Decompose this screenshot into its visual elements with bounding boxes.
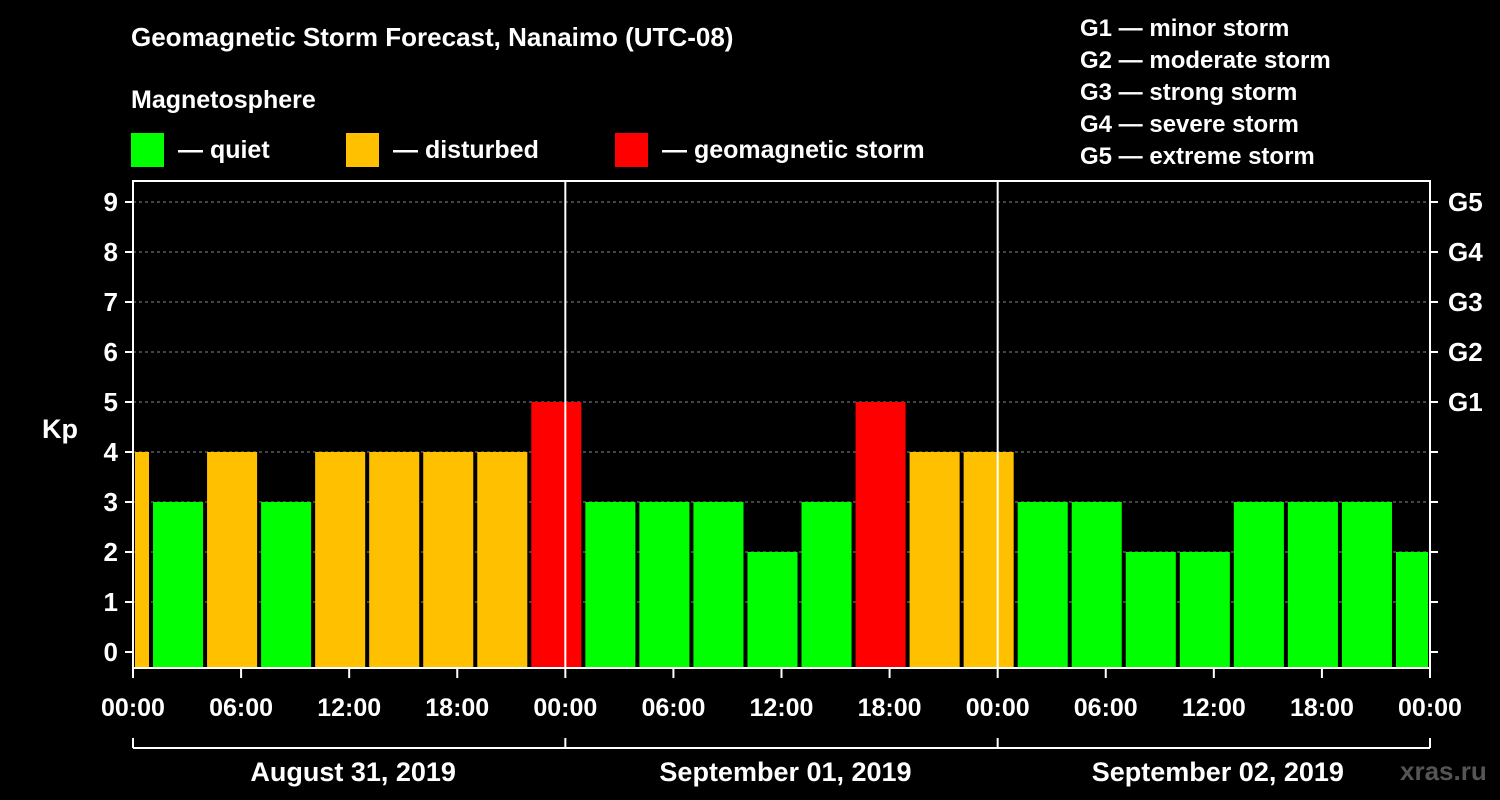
right-axis-label: G4: [1448, 237, 1483, 267]
right-axis-label: G5: [1448, 187, 1483, 217]
legend-item-disturbed: — disturbed: [346, 133, 539, 167]
bar: [1341, 502, 1392, 668]
y-tick-label: 4: [104, 437, 119, 467]
chart-title: Geomagnetic Storm Forecast, Nanaimo (UTC…: [131, 22, 734, 52]
x-tick-label: 00:00: [533, 694, 597, 722]
legend-swatch-quiet: [131, 133, 164, 167]
bar: [639, 502, 690, 668]
y-tick-label: 5: [104, 387, 118, 417]
legend-label-disturbed: — disturbed: [393, 135, 539, 164]
y-tick-label: 9: [104, 187, 118, 217]
x-tick-label: 12:00: [1182, 694, 1246, 722]
storm-scale-g4: G4 — severe storm: [1080, 111, 1299, 138]
legend-swatch-storm: [615, 133, 648, 167]
storm-scale-g1: G1 — minor storm: [1080, 15, 1290, 42]
x-tick-label: 00:00: [966, 694, 1030, 722]
y-tick-label: 8: [104, 237, 118, 267]
day-label: August 31, 2019: [250, 757, 456, 787]
y-tick-label: 1: [104, 587, 118, 617]
x-tick-label: 12:00: [750, 694, 814, 722]
x-tick-label: 18:00: [425, 694, 489, 722]
legend-label-quiet: — quiet: [178, 135, 270, 164]
storm-scale-g2: G2 — moderate storm: [1080, 47, 1331, 74]
bar: [369, 452, 420, 668]
bar: [1179, 552, 1230, 668]
bar: [909, 452, 960, 668]
y-tick-label: 6: [104, 337, 118, 367]
bar: [1125, 552, 1176, 668]
x-tick-label: 00:00: [1398, 694, 1462, 722]
x-tick-label: 18:00: [858, 694, 922, 722]
x-tick-label: 06:00: [1074, 694, 1138, 722]
x-tick-label: 18:00: [1290, 694, 1354, 722]
watermark: xras.ru: [1400, 756, 1487, 786]
bar: [855, 402, 906, 668]
bar: [135, 452, 150, 668]
y-tick-label: 2: [104, 537, 118, 567]
right-axis-label: G3: [1448, 287, 1483, 317]
storm-scale-g3: G3 — strong storm: [1080, 79, 1298, 106]
x-tick-label: 00:00: [101, 694, 165, 722]
bar: [207, 452, 258, 668]
storm-scale-g5: G5 — extreme storm: [1080, 143, 1315, 170]
bar: [477, 452, 528, 668]
bar: [531, 402, 582, 668]
y-tick-label: 7: [104, 287, 118, 317]
legend-heading: Magnetosphere: [131, 86, 316, 114]
bar: [801, 502, 852, 668]
right-axis-label: G1: [1448, 387, 1483, 417]
bar: [153, 502, 204, 668]
day-label: September 01, 2019: [659, 757, 911, 787]
x-tick-label: 06:00: [641, 694, 705, 722]
bar: [1233, 502, 1284, 668]
legend-label-storm: — geomagnetic storm: [662, 135, 925, 164]
bar: [585, 502, 636, 668]
y-tick-label: 0: [104, 637, 118, 667]
bar: [747, 552, 798, 668]
day-label: September 02, 2019: [1092, 757, 1344, 787]
bar: [1017, 502, 1068, 668]
bar: [693, 502, 744, 668]
bar: [1071, 502, 1122, 668]
bar: [1287, 502, 1338, 668]
y-axis-label: Kp: [42, 414, 78, 444]
bar: [423, 452, 474, 668]
right-axis-label: G2: [1448, 337, 1483, 367]
storm-scale-list: G1 — minor storm G2 — moderate storm G3 …: [1080, 13, 1331, 173]
x-tick-label: 06:00: [209, 694, 273, 722]
bar: [963, 452, 1014, 668]
bar: [1395, 552, 1428, 668]
bar: [315, 452, 366, 668]
legend-swatch-disturbed: [346, 133, 379, 167]
y-tick-label: 3: [104, 487, 118, 517]
legend-item-quiet: — quiet: [131, 133, 270, 167]
bar: [261, 502, 312, 668]
legend-item-storm: — geomagnetic storm: [615, 133, 925, 167]
x-tick-label: 12:00: [317, 694, 381, 722]
